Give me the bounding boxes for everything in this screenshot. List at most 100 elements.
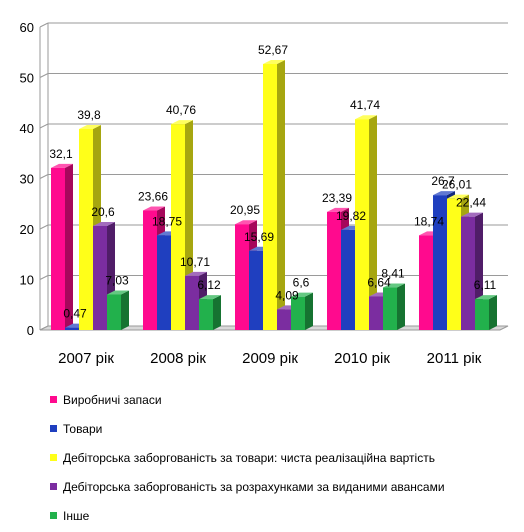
- x-category-label: 2010 рік: [334, 350, 390, 367]
- x-category-label: 2009 рік: [242, 350, 298, 367]
- bar-side: [121, 290, 129, 330]
- legend-label: Дебіторська заборгованість за розрахунка…: [63, 480, 445, 494]
- bar-front: [157, 235, 171, 330]
- legend-swatch: [50, 512, 57, 519]
- bar-front: [433, 195, 447, 330]
- x-category-label: 2011 рік: [427, 350, 482, 367]
- data-label: 20,6: [91, 205, 115, 219]
- legend-label: Дебіторська заборгованість за товари: чи…: [63, 451, 435, 465]
- data-label: 23,66: [138, 190, 168, 204]
- y-tick-label: 20: [20, 222, 34, 237]
- y-tick-label: 10: [20, 273, 34, 288]
- bar: [107, 290, 129, 330]
- bar-front: [185, 275, 199, 330]
- legend-swatch: [50, 483, 57, 490]
- legend-swatch: [50, 454, 57, 461]
- bar-front: [65, 327, 79, 330]
- bar-front: [143, 210, 157, 330]
- y-tick-label: 0: [27, 323, 34, 338]
- bar-top: [263, 60, 285, 65]
- grid-line-side: [39, 73, 49, 78]
- bar-top: [475, 295, 497, 300]
- bar-front: [461, 216, 475, 330]
- bar-front: [475, 299, 489, 330]
- bar-side: [277, 60, 285, 330]
- bar: [383, 283, 405, 330]
- legend: Виробничі запаси Товари Дебіторська заборг…: [50, 393, 445, 523]
- legend-label: Виробничі запаси: [63, 393, 162, 407]
- bar-front: [369, 296, 383, 330]
- bar-top: [461, 212, 483, 217]
- bar-front: [235, 224, 249, 330]
- grid-line-side: [39, 123, 49, 129]
- bar-front: [107, 294, 121, 330]
- bar-front: [79, 129, 93, 330]
- bar-front: [327, 211, 341, 330]
- bar-side: [489, 295, 497, 330]
- legend-label: Інше: [63, 509, 90, 523]
- legend-item: Інше: [50, 509, 90, 523]
- bar: [291, 292, 313, 330]
- bar-top: [447, 194, 469, 199]
- bar-top: [291, 292, 313, 297]
- legend-swatch: [50, 396, 57, 403]
- bar: [475, 295, 497, 330]
- legend-item: Товари: [50, 422, 102, 436]
- data-label: 23,39: [322, 191, 352, 205]
- bar-top: [107, 290, 129, 295]
- data-label: 22,44: [456, 196, 486, 210]
- bar-top: [93, 221, 115, 226]
- bar: [263, 60, 285, 330]
- bar-front: [171, 124, 185, 330]
- data-label: 4,09: [275, 288, 299, 302]
- bar-front: [277, 309, 291, 330]
- data-label: 0,47: [63, 307, 87, 321]
- y-axis-ticks: 0 10 20 30 40 50 60: [20, 20, 34, 338]
- bar-side: [369, 115, 377, 330]
- bar: [355, 115, 377, 330]
- bar-top: [383, 283, 405, 288]
- bar-front: [93, 225, 107, 330]
- data-label: 6,6: [293, 276, 310, 290]
- y-tick-label: 60: [20, 20, 34, 35]
- data-label: 18,74: [414, 214, 444, 228]
- data-label: 26,7: [431, 174, 455, 188]
- legend-item: Дебіторська заборгованість за товари: чи…: [50, 451, 435, 465]
- data-label: 32,1: [49, 147, 73, 161]
- bar-top: [79, 125, 101, 130]
- bar-top: [355, 115, 377, 120]
- y-tick-label: 30: [20, 172, 34, 187]
- data-label: 39,8: [77, 108, 101, 122]
- data-label: 10,71: [180, 255, 210, 269]
- bar-front: [419, 235, 433, 330]
- grid-line-side: [39, 224, 49, 230]
- grid-line-side: [39, 174, 49, 179]
- x-category-label: 2007 рік: [58, 350, 114, 367]
- bar-front: [383, 287, 397, 330]
- bar-front: [263, 64, 277, 330]
- bar-side: [397, 283, 405, 330]
- bar-top: [433, 191, 455, 196]
- legend-label: Товари: [63, 422, 102, 436]
- bar: [51, 163, 73, 330]
- y-tick-label: 40: [20, 121, 34, 136]
- data-label: 19,82: [336, 209, 366, 223]
- bar-side: [65, 163, 73, 330]
- bar-side: [305, 292, 313, 330]
- data-label: 18,75: [152, 214, 182, 228]
- legend-item: Виробничі запаси: [50, 393, 162, 407]
- bar-top: [235, 220, 257, 225]
- bar-front: [199, 299, 213, 330]
- x-axis-categories: 2007 рік 2008 рік 2009 рік 2010 рік 2011 рік: [58, 350, 482, 367]
- bar-top: [185, 271, 207, 276]
- data-label: 7,03: [105, 273, 129, 287]
- bar-front: [447, 198, 461, 330]
- bar-top: [143, 206, 165, 211]
- bar-top: [51, 163, 73, 168]
- data-label: 15,69: [244, 230, 274, 244]
- bar: [199, 295, 221, 330]
- bar-front: [355, 119, 369, 330]
- data-labels: 32,1 0,47 39,8 20,6 7,03 23,66 18,75 40,76 10,71…: [49, 43, 496, 321]
- bar-top: [199, 295, 221, 300]
